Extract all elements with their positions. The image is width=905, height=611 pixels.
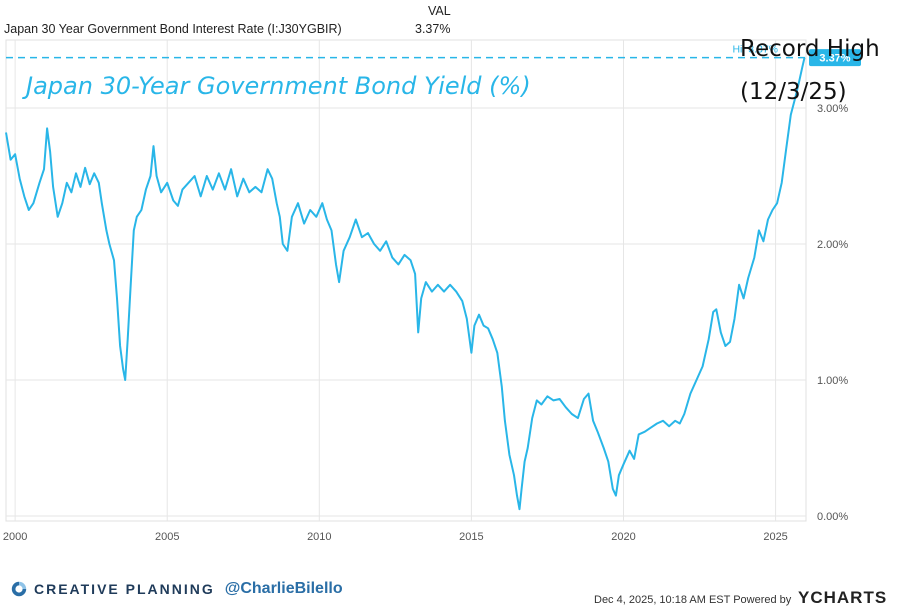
record-high-annotation-line1: Record High	[740, 36, 880, 62]
last-value-badge-text: 3.37%	[819, 53, 850, 65]
last-value-badge-bg	[809, 49, 861, 67]
last-value-badge: 3.37%	[809, 49, 861, 67]
ycharts-logo: YCHARTS	[798, 588, 888, 607]
chart-header: Japan 30 Year Government Bond Interest R…	[0, 0, 905, 40]
timestamp: Dec 4, 2025, 10:18 AM EST Powered by	[594, 594, 792, 606]
brand: CREATIVE PLANNING @CharlieBilello	[10, 580, 343, 598]
y-tick-label: 1.00%	[817, 375, 848, 387]
current-value: 3.37%	[415, 22, 451, 36]
x-tick-label: 2000	[3, 531, 27, 543]
chart-footer: CREATIVE PLANNING @CharlieBilello Dec 4,…	[0, 574, 905, 611]
y-tick-label: 0.00%	[817, 511, 848, 523]
chart-title: Japan 30-Year Government Bond Yield (%)	[22, 72, 531, 100]
creative-planning-logo-icon	[11, 581, 27, 597]
y-tick-label: 3.00%	[817, 103, 848, 115]
x-tick-label: 2015	[459, 531, 483, 543]
series-name: Japan 30 Year Government Bond Interest R…	[4, 22, 342, 36]
brand-name: CREATIVE PLANNING	[34, 581, 215, 597]
y-tick-label: 2.00%	[817, 239, 848, 251]
x-tick-label: 2025	[763, 531, 787, 543]
y-axis: 0.00% 1.00% 2.00% 3.00%	[817, 103, 848, 523]
plot-frame	[5, 39, 807, 522]
x-tick-label: 2010	[307, 531, 331, 543]
x-tick-label: 2005	[155, 531, 179, 543]
hi-label: Hi: 3.37%	[732, 44, 778, 56]
gridlines	[6, 40, 806, 521]
x-axis: 2000 2005 2010 2015 2020 2025	[3, 531, 788, 543]
yield-series-line	[5, 57, 806, 511]
val-column-header: VAL	[428, 4, 451, 18]
author-handle: @CharlieBilello	[224, 580, 343, 597]
record-high-annotation-line2: (12/3/25)	[740, 79, 847, 105]
x-tick-label: 2020	[611, 531, 635, 543]
